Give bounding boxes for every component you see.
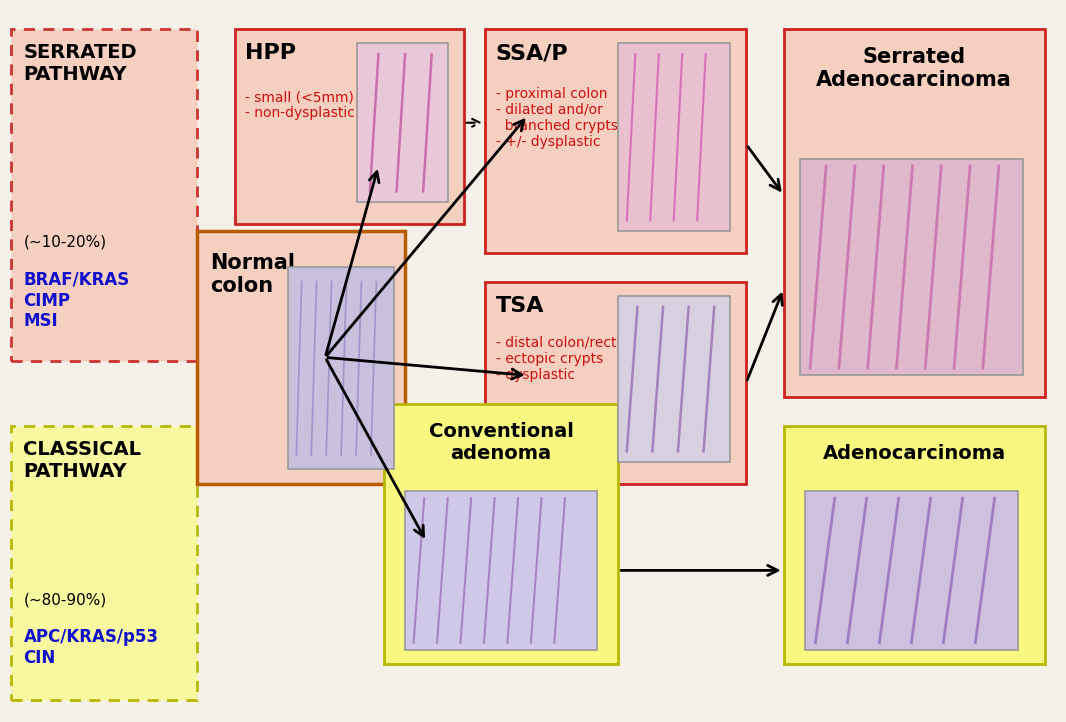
Text: APC/KRAS/p53
CIN: APC/KRAS/p53 CIN	[23, 628, 159, 667]
Text: Conventional
adenoma: Conventional adenoma	[429, 422, 574, 464]
FancyBboxPatch shape	[784, 29, 1045, 397]
Text: HPP: HPP	[245, 43, 296, 64]
Text: (~80-90%): (~80-90%)	[23, 592, 107, 607]
FancyBboxPatch shape	[805, 491, 1018, 650]
Text: - proximal colon
- dilated and/or
  branched crypts
- +/- dysplastic: - proximal colon - dilated and/or branch…	[496, 87, 617, 149]
Text: - small (<5mm)
- non-dysplastic: - small (<5mm) - non-dysplastic	[245, 90, 355, 121]
FancyBboxPatch shape	[235, 29, 464, 224]
FancyBboxPatch shape	[618, 296, 730, 462]
Text: Normal
colon: Normal colon	[210, 253, 295, 296]
Text: SSA/P: SSA/P	[496, 43, 568, 64]
FancyBboxPatch shape	[405, 491, 597, 650]
Text: - distal colon/rectum
- ectopic crypts
- dysplastic: - distal colon/rectum - ectopic crypts -…	[496, 336, 639, 382]
Text: Adenocarcinoma: Adenocarcinoma	[823, 444, 1005, 463]
FancyBboxPatch shape	[288, 267, 394, 469]
FancyBboxPatch shape	[11, 426, 197, 700]
Text: (~10-20%): (~10-20%)	[23, 235, 107, 250]
FancyBboxPatch shape	[384, 404, 618, 664]
FancyBboxPatch shape	[485, 282, 746, 484]
FancyBboxPatch shape	[618, 43, 730, 231]
Text: CLASSICAL
PATHWAY: CLASSICAL PATHWAY	[23, 440, 142, 482]
FancyBboxPatch shape	[357, 43, 448, 202]
Text: SERRATED
PATHWAY: SERRATED PATHWAY	[23, 43, 138, 84]
FancyBboxPatch shape	[784, 426, 1045, 664]
FancyBboxPatch shape	[11, 29, 197, 361]
FancyBboxPatch shape	[800, 159, 1023, 375]
Text: TSA: TSA	[496, 296, 544, 316]
Text: Serrated
Adenocarcinoma: Serrated Adenocarcinoma	[817, 47, 1012, 90]
FancyBboxPatch shape	[197, 231, 405, 484]
Text: BRAF/KRAS
CIMP
MSI: BRAF/KRAS CIMP MSI	[23, 271, 130, 331]
FancyBboxPatch shape	[485, 29, 746, 253]
